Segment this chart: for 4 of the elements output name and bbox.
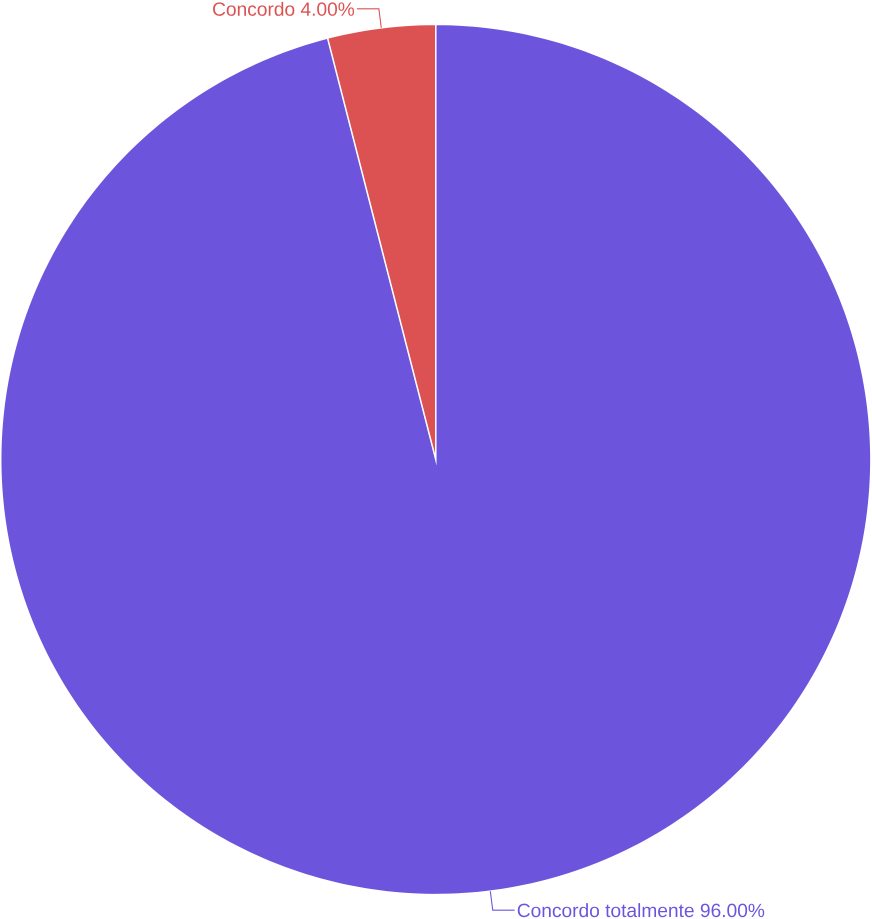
data-label: 4.00% xyxy=(301,2,354,16)
slice-label: Concordo xyxy=(213,2,295,16)
slice-label: Concordo totalmente xyxy=(518,903,694,918)
data-label: 96.00% xyxy=(701,904,764,918)
